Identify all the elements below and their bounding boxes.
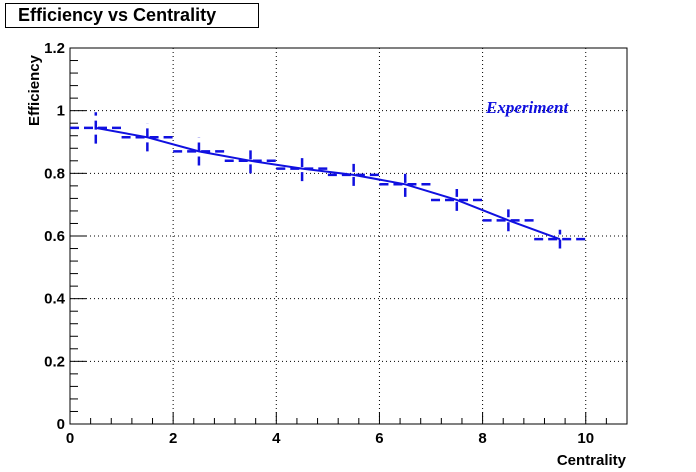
- x-tick-label: 4: [272, 430, 281, 447]
- data-point: [276, 156, 328, 182]
- y-tick-label: 0.6: [44, 228, 65, 245]
- x-tick-label: 6: [375, 430, 383, 447]
- y-axis-label: Efficiency: [25, 54, 43, 126]
- chart-title: Efficiency vs Centrality: [5, 3, 259, 28]
- data-series: [70, 112, 586, 249]
- data-point: [70, 112, 122, 144]
- x-tick-label: 10: [577, 430, 594, 447]
- y-tick-label: 0: [57, 416, 65, 433]
- series-line: [95, 126, 561, 241]
- data-point: [431, 189, 483, 211]
- data-point: [327, 163, 380, 186]
- grid: [70, 48, 627, 424]
- y-tick-label: 1: [57, 103, 65, 120]
- y-tick-label: 0.4: [44, 291, 66, 308]
- data-point: [482, 209, 535, 232]
- x-tick-label: 0: [66, 430, 74, 447]
- data-point: [224, 148, 277, 174]
- x-axis-label: Centrality: [556, 452, 626, 469]
- data-point: [121, 123, 174, 152]
- data-point: [534, 229, 586, 249]
- x-tick-label: 2: [169, 430, 177, 447]
- data-point: [173, 137, 225, 166]
- y-tick-label: 0.8: [44, 165, 65, 182]
- axis-ticks: 0 2 4 6 8 10 0 0.2 0.4 0.6 0.8 1 1.2: [44, 40, 628, 447]
- legend-annotation: Experiment: [486, 98, 569, 117]
- data-point: [379, 171, 432, 197]
- x-tick-label: 8: [478, 430, 486, 447]
- y-tick-label: 1.2: [44, 40, 65, 57]
- y-tick-label: 0.2: [44, 353, 65, 370]
